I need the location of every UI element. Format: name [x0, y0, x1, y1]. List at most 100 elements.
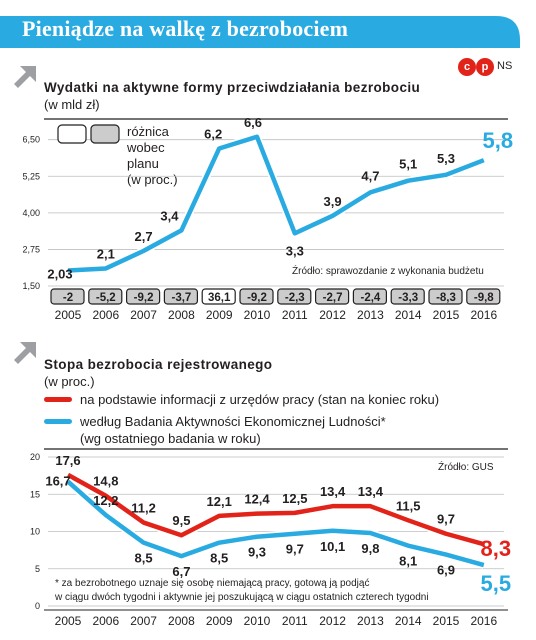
author-initials: NS [497, 60, 513, 72]
chart2-xtick-label: 2006 [92, 614, 119, 628]
chart1-data-label: 2,1 [97, 246, 115, 261]
chart1-xtick-label: 2006 [92, 308, 119, 322]
chart1-data-label: 2,7 [135, 229, 153, 244]
plan-difference-box [277, 288, 312, 305]
chart2-red-data-label: 13,4 [358, 484, 384, 499]
chart1-xtick-label: 2016 [470, 308, 497, 322]
chart2-red-data-label: 9,5 [172, 513, 190, 528]
chart1-xtick-label: 2008 [168, 308, 195, 322]
chart2-xtick-label: 2009 [206, 614, 233, 628]
legend-blue-line [44, 419, 72, 424]
chart2-xtick-label: 2011 [282, 614, 308, 628]
chart1-xtick-label: 2011 [282, 308, 308, 322]
chart1-xtick-label: 2015 [433, 308, 460, 322]
chart2-xtick-label: 2005 [55, 614, 82, 628]
plan-difference-box [163, 288, 198, 305]
chart1-data-label: 6,2 [204, 126, 222, 141]
plan-difference-label: -2 [63, 292, 73, 304]
chart2-red-data-label: 12,1 [207, 494, 232, 509]
chart1-ytick-label: 5,25 [22, 171, 40, 181]
chart2-blue-data-label: 8,5 [210, 551, 228, 566]
copyright-c-icon: c [458, 58, 476, 76]
chart2-ytick-label: 15 [30, 489, 40, 499]
plan-difference-box [352, 288, 387, 305]
chart1-ytick-label: 6,50 [22, 135, 40, 145]
plan-difference-label: 36,1 [208, 292, 231, 304]
chart2-xtick-label: 2008 [168, 614, 195, 628]
chart1-ytick-label: 4,00 [22, 208, 40, 218]
plan-difference-box [315, 288, 350, 305]
chart1-legend-box-white [57, 124, 87, 144]
plan-difference-box [466, 288, 501, 305]
chart1-xtick-label: 2005 [55, 308, 82, 322]
chart2-red-data-label: 11,2 [131, 501, 156, 516]
chart2-red-data-label: 12,4 [244, 492, 270, 507]
chart2-red-data-label: 17,6 [55, 453, 80, 468]
legend-blue-text-2: (wg ostatniego badania w roku) [80, 431, 261, 446]
chart1-data-label: 5,1 [399, 157, 417, 172]
chart2-blue-data-label: 16,7 [45, 474, 70, 489]
legend-red-text: na podstawie informacji z urzędów pracy … [80, 392, 440, 407]
chart1-legend-text: różnica wobec planu (w proc.) [127, 124, 207, 188]
chart2-red-data-label: 11,5 [396, 498, 421, 513]
chart2-series-blue-line [66, 479, 485, 568]
legend-blue-text: według Badania Aktywności Ekonomicznej L… [80, 414, 386, 429]
chart1-data-label: 3,3 [286, 243, 304, 258]
chart1-title: Wydatki na aktywne formy przeciwdziałani… [44, 80, 421, 95]
chart2-xtick-label: 2013 [357, 614, 384, 628]
chart2-blue-data-label: 6,9 [437, 563, 455, 578]
plan-difference-label: -3,3 [398, 292, 418, 304]
plan-difference-label: -8,3 [436, 292, 456, 304]
chart2-red-data-label: 14,8 [93, 474, 118, 489]
chart2-xtick-label: 2016 [470, 614, 497, 628]
legend-line-3: planu [127, 156, 159, 171]
chart1-source: Źródło: sprawozdanie z wykonania budżetu [292, 266, 484, 277]
chart2-blue-data-label: 9,3 [248, 545, 266, 560]
chart1-xtick-label: 2014 [395, 308, 422, 322]
chart2-xtick-label: 2015 [433, 614, 460, 628]
chart2-blue-data-label: 8,1 [399, 554, 417, 569]
chart2-source: Źródło: GUS [438, 462, 494, 473]
plan-difference-label: -2,3 [285, 292, 305, 304]
legend-red-line [44, 397, 72, 402]
chart2-ytick-label: 5 [35, 564, 40, 574]
chart2-blue-data-label: 10,1 [320, 539, 345, 554]
chart1-xtick-label: 2009 [206, 308, 233, 322]
chart2-red-data-label: 9,7 [437, 512, 455, 527]
plan-difference-box [428, 288, 463, 305]
chart2-series-red-line [66, 472, 485, 547]
chart1-data-label: 3,9 [324, 194, 342, 209]
chart2-blue-data-label: 9,8 [361, 541, 379, 556]
chart1-legend-box-grey [90, 124, 120, 144]
legend-line-4: (w proc.) [127, 172, 178, 187]
banner-shape [0, 16, 520, 48]
plan-difference-label: -9,8 [474, 292, 494, 304]
chart1-series-halo [67, 132, 486, 275]
chart1-xtick-label: 2010 [244, 308, 271, 322]
chart1-data-label: 3,4 [160, 208, 179, 223]
chart2-title: Stopa bezrobocia rejestrowanego [44, 357, 273, 372]
plan-difference-label: -2,4 [360, 292, 380, 304]
chart2-ytick-label: 0 [35, 601, 40, 611]
chart2-xtick-label: 2007 [130, 614, 157, 628]
plan-difference-box [390, 288, 425, 305]
chart2-footnote: * za bezrobotnego uznaje się osobę niema… [55, 577, 435, 605]
plan-difference-box [125, 288, 161, 305]
chart2-ytick-label: 10 [30, 527, 40, 537]
chart1-ytick-label: 2,75 [22, 244, 40, 254]
plan-difference-box [239, 288, 274, 305]
plan-difference-label: -3,7 [171, 292, 191, 304]
chart1-unit: (w mld zł) [44, 97, 100, 112]
chart1-data-label: 5,8 [483, 128, 514, 153]
chart1-xtick-label: 2013 [357, 308, 384, 322]
chart1-data-label: 5,3 [437, 151, 455, 166]
chart1-series-line [67, 134, 485, 273]
chart1-data-label: 6,6 [244, 115, 262, 130]
legend-line-1: różnica [127, 124, 169, 139]
plan-difference-label: -2,7 [323, 292, 343, 304]
chart2-red-data-label: 8,3 [481, 536, 512, 561]
chart2-blue-data-label: 5,5 [481, 571, 512, 596]
chart1-data-label: 2,03 [47, 266, 72, 281]
plan-difference-box [88, 288, 123, 305]
